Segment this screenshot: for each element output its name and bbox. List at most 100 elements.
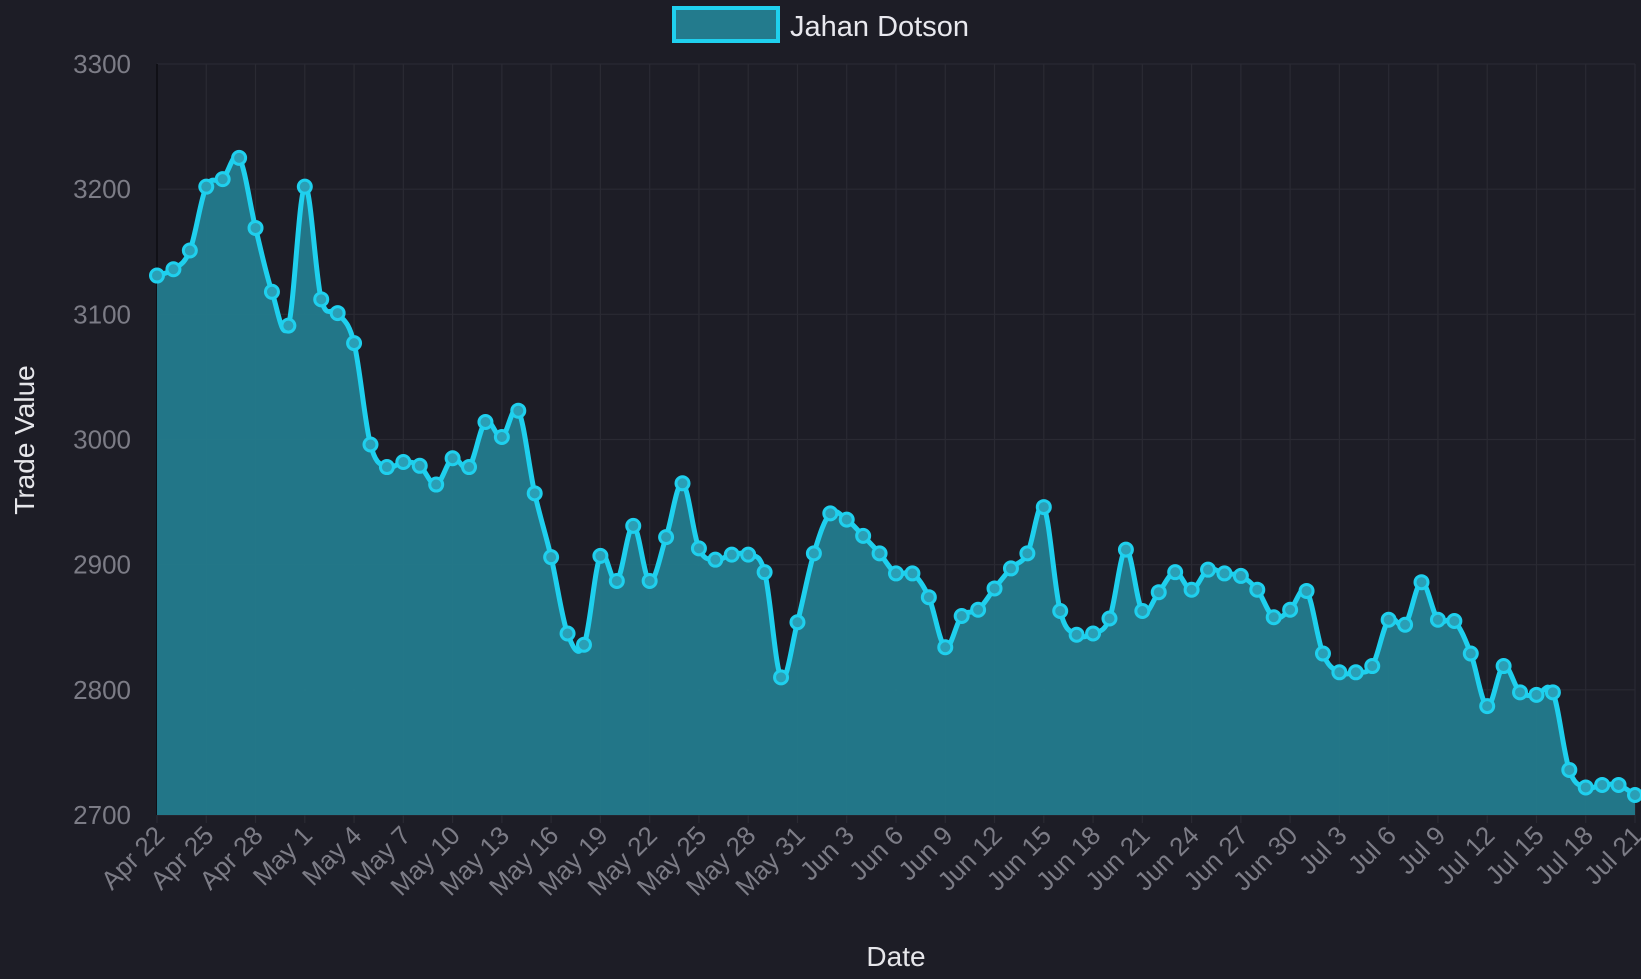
data-point[interactable] [789,614,806,631]
data-point[interactable] [805,545,822,562]
data-point[interactable] [1183,581,1200,598]
legend-label[interactable]: Jahan Dotson [790,11,969,43]
data-point[interactable] [165,261,182,278]
data-point[interactable] [1150,584,1167,601]
y-tick-label: 3000 [73,425,131,455]
data-point[interactable] [1446,612,1463,629]
y-axis-ticks: 2700 2800 2900 3000 3100 3200 3300 [73,49,131,830]
data-point[interactable] [1117,541,1134,558]
y-tick-label: 2900 [73,550,131,580]
data-point[interactable] [1298,582,1315,599]
data-point[interactable] [1347,664,1364,681]
data-point[interactable] [1101,610,1118,627]
data-point[interactable] [1249,581,1266,598]
data-point[interactable] [970,601,987,618]
data-point[interactable] [411,457,428,474]
data-point[interactable] [1019,545,1036,562]
data-point[interactable] [740,546,757,563]
data-point[interactable] [888,565,904,582]
data-point[interactable] [1364,658,1381,675]
data-point[interactable] [378,459,395,476]
data-point[interactable] [855,527,872,544]
data-point[interactable] [658,529,675,546]
data-point[interactable] [920,589,937,606]
data-point[interactable] [362,436,379,453]
data-point[interactable] [1627,786,1641,803]
data-point[interactable] [1528,686,1545,703]
data-point[interactable] [575,636,592,653]
data-point[interactable] [461,459,478,476]
data-point[interactable] [1200,561,1217,578]
data-point[interactable] [1331,664,1348,681]
data-point[interactable] [1610,776,1627,793]
data-point[interactable] [280,317,297,334]
data-point[interactable] [1577,779,1594,796]
data-point[interactable] [510,402,527,419]
data-point[interactable] [296,178,313,195]
data-point[interactable] [198,178,215,195]
data-point[interactable] [822,505,839,522]
data-point[interactable] [526,485,543,502]
data-point[interactable] [641,572,658,589]
data-point[interactable] [608,572,625,589]
data-point[interactable] [1512,684,1529,701]
data-point[interactable] [1380,611,1397,628]
data-point[interactable] [937,639,954,656]
data-point[interactable] [1413,574,1430,591]
data-point[interactable] [263,283,280,300]
data-point[interactable] [346,335,363,352]
data-point[interactable] [1479,698,1496,715]
data-point[interactable] [395,454,412,471]
data-point[interactable] [1462,645,1479,662]
legend[interactable]: Jahan Dotson [672,6,969,43]
data-point[interactable] [838,511,855,528]
data-point[interactable] [690,540,707,557]
data-point[interactable] [904,565,921,582]
legend-swatch[interactable] [672,6,780,43]
data-point[interactable] [1232,567,1249,584]
data-point[interactable] [871,545,888,562]
y-tick-label: 2800 [73,675,131,705]
data-point[interactable] [1544,684,1561,701]
data-point[interactable] [1265,609,1282,626]
data-point[interactable] [1495,658,1512,675]
data-point[interactable] [1594,776,1611,793]
data-point[interactable] [1429,611,1446,628]
data-point[interactable] [214,171,231,188]
y-tick-label: 3100 [73,299,131,329]
data-point[interactable] [1397,616,1414,633]
data-point[interactable] [559,625,576,642]
data-point[interactable] [1002,560,1019,577]
data-point[interactable] [986,580,1003,597]
data-point[interactable] [707,551,724,568]
data-point[interactable] [493,428,510,445]
data-point[interactable] [674,475,691,492]
data-point[interactable] [625,517,642,534]
data-point[interactable] [1314,645,1331,662]
data-point[interactable] [756,564,773,581]
data-point[interactable] [953,607,970,624]
data-point[interactable] [1068,626,1085,643]
data-point[interactable] [1216,565,1233,582]
data-point[interactable] [444,450,461,467]
data-point[interactable] [723,546,740,563]
data-point[interactable] [543,549,560,566]
data-point[interactable] [477,413,494,430]
data-point[interactable] [1052,602,1069,619]
data-point[interactable] [181,242,198,259]
data-point[interactable] [592,547,609,564]
data-point[interactable] [773,669,790,686]
data-point[interactable] [1282,601,1299,618]
y-tick-label: 3300 [73,49,131,79]
data-point[interactable] [149,267,165,284]
data-point[interactable] [1561,761,1578,778]
data-point[interactable] [231,149,248,166]
data-point[interactable] [428,476,445,493]
data-point[interactable] [1035,499,1052,516]
data-point[interactable] [247,219,264,236]
data-point[interactable] [1134,602,1151,619]
data-point[interactable] [1167,564,1184,581]
data-point[interactable] [313,291,330,308]
data-point[interactable] [329,305,346,322]
data-point[interactable] [1085,625,1102,642]
